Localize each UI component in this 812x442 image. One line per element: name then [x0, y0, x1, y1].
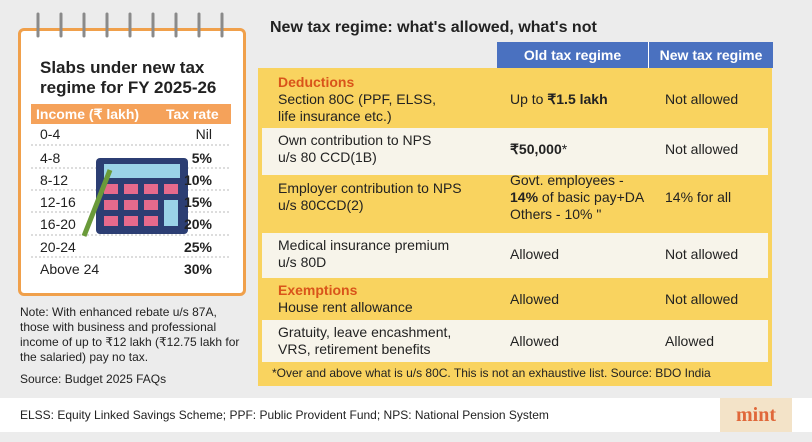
old-line: Allowed [510, 291, 559, 308]
footnote: *Over and above what is u/s 80C. This is… [272, 366, 711, 380]
old-regime: Allowed [510, 333, 559, 350]
old-regime: Up to ₹1.5 lakh [510, 91, 608, 108]
old-regime: Allowed [510, 246, 559, 263]
old-regime: ₹50,000* [510, 141, 567, 158]
income-range: 8-12 [40, 172, 69, 188]
old-line: Allowed [510, 333, 559, 350]
item-line: Own contribution to NPS [278, 132, 432, 148]
row-band [262, 233, 768, 278]
glossary: ELSS: Equity Linked Savings Scheme; PPF:… [20, 408, 549, 422]
title-line: Slabs under new tax [40, 58, 205, 77]
note-line: the salaried) pay no tax. [20, 350, 149, 364]
footer [0, 398, 812, 432]
logo: mint [720, 398, 792, 432]
old-text: Others - 10% " [510, 205, 602, 222]
row-item: Medical insurance premium u/s 80D [278, 237, 449, 271]
row-band [262, 320, 768, 362]
old-regime: Allowed [510, 291, 559, 308]
new-regime: Allowed [665, 332, 715, 349]
item-line: House rent allowance [278, 299, 413, 315]
item-line: Employer contribution to NPS [278, 180, 462, 196]
old-text: Allowed [510, 332, 560, 349]
item-line: VRS, retirement benefits [278, 341, 431, 357]
note-line: those with business and professional [20, 320, 217, 334]
old-text: Govt. employees - [510, 171, 624, 188]
new-regime: Not allowed [665, 290, 739, 307]
tax-rate: Nil [195, 126, 212, 142]
income-range: 20-24 [40, 239, 76, 255]
row-band [262, 128, 768, 175]
old-text: Allowed [510, 290, 560, 307]
item-line: u/s 80CCD(2) [278, 197, 364, 213]
old-line: ₹50,000* [510, 141, 567, 158]
row-item: Gratuity, leave encashment, VRS, retireme… [278, 324, 451, 358]
new-regime: Not allowed [665, 91, 739, 107]
item-line: Gratuity, leave encashment, [278, 324, 452, 340]
column-header: New tax regime [648, 42, 773, 68]
source: Source: Budget 2025 FAQs [20, 372, 167, 386]
old-text: * [561, 140, 568, 157]
note-line: income of up to ₹12 lakh (₹12.75 lakh fo… [20, 335, 240, 349]
section-label: Exemptions [278, 282, 358, 298]
row-item: Own contribution to NPS u/s 80 CCD(1B) [278, 132, 431, 166]
row-item: Exemptions House rent allowance [278, 282, 413, 316]
income-range: 12-16 [40, 194, 76, 210]
note-line: Note: With enhanced rebate u/s 87A, [20, 305, 217, 319]
item-line: Section 80C (PPF, ELSS, [278, 91, 436, 107]
column-header: Income (₹ lakh) [36, 106, 140, 122]
notepad-decor [31, 12, 231, 258]
tax-rate: 25% [183, 239, 212, 255]
old-text: ₹1.5 lakh [547, 91, 608, 107]
tax-rate: 5% [191, 150, 212, 166]
section-label: Deductions [278, 74, 355, 90]
item-line: u/s 80D [278, 254, 327, 270]
row-item: Deductions Section 80C (PPF, ELSS, life in… [278, 74, 436, 125]
column-header: Old tax regime [497, 42, 648, 68]
new-regime: Not allowed [665, 245, 739, 262]
new-regime: Not allowed [665, 140, 739, 157]
item-line: u/s 80 CCD(1B) [278, 149, 377, 165]
income-range: 4-8 [40, 150, 61, 166]
tax-rate: 15% [183, 194, 212, 210]
item-line: life insurance etc.) [278, 108, 392, 124]
new-regime: 14% for all [665, 188, 732, 205]
old-text: ₹50,000 [510, 140, 562, 157]
old-regime: Govt. employees -14% of basic pay+DA Othe… [510, 172, 644, 223]
tax-rate: 30% [183, 261, 212, 277]
old-line: Govt. employees - [510, 172, 644, 189]
title-line: regime for FY 2025-26 [40, 78, 217, 97]
old-line: Up to ₹1.5 lakh [510, 91, 608, 108]
income-range: 16-20 [40, 216, 76, 232]
old-text: of basic pay+DA [538, 188, 645, 205]
tax-rate: 10% [183, 172, 212, 188]
tax-rate: 20% [183, 216, 212, 232]
income-range: Above 24 [40, 261, 100, 277]
income-range: 0-4 [40, 126, 61, 142]
old-line: Allowed [510, 246, 559, 263]
column-header: Tax rate [166, 106, 219, 122]
old-text: 14% [510, 188, 539, 205]
table-title: New tax regime: what's allowed, what's n… [270, 19, 597, 36]
item-line: Medical insurance premium [278, 237, 450, 253]
old-line: 14% of basic pay+DA [510, 189, 644, 206]
old-line: Others - 10% " [510, 206, 644, 223]
old-text: Up to [510, 91, 548, 107]
old-text: Allowed [510, 245, 560, 262]
calculator [81, 158, 188, 237]
row-item: Employer contribution to NPS u/s 80CCD(2) [278, 180, 462, 214]
